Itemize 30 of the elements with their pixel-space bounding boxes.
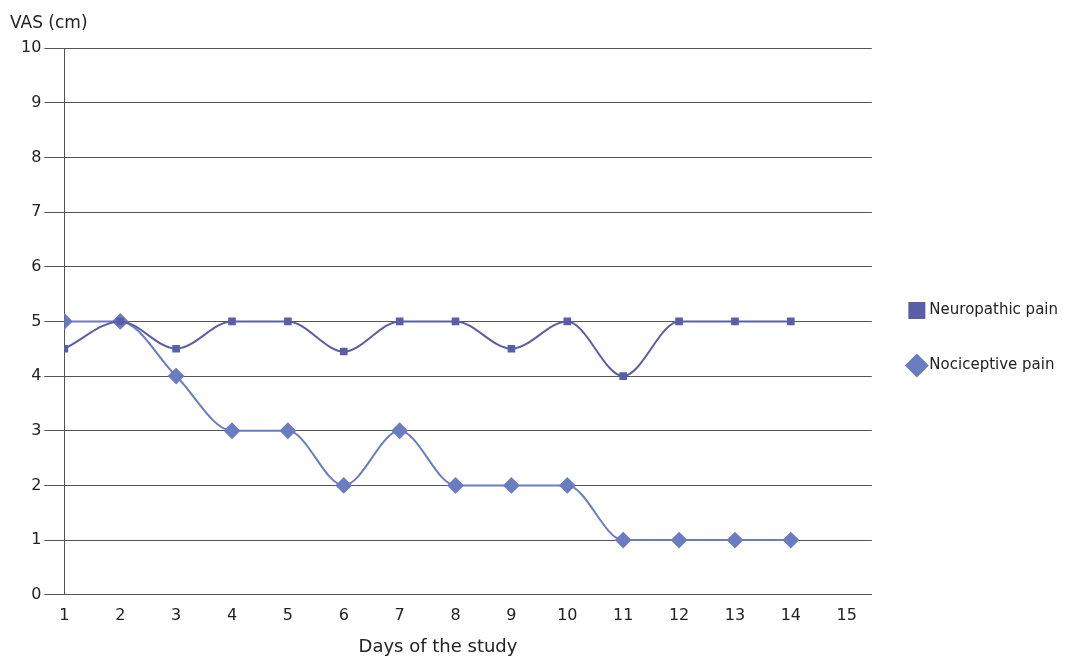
- x-axis-title: Days of the study: [357, 635, 519, 656]
- x-tick-label: 2: [115, 604, 126, 624]
- y-tick-label: 6: [31, 255, 42, 275]
- y-tick-label: 2: [31, 474, 42, 494]
- x-tick-label: 9: [506, 604, 517, 624]
- x-tick-label: 6: [338, 604, 349, 624]
- y-tick-label: 10: [21, 37, 42, 57]
- y-tick-label: 5: [31, 310, 42, 330]
- y-tick-label: 4: [31, 365, 42, 385]
- x-tick-label: 3: [171, 604, 182, 624]
- x-tick-label: 14: [780, 604, 802, 624]
- x-tick-label: 8: [450, 604, 461, 624]
- x-tick-label: 10: [557, 604, 578, 624]
- x-tick-label: 15: [836, 604, 857, 624]
- x-tick-label: 1: [59, 604, 70, 624]
- legend-label: Neuropathic pain: [929, 300, 1059, 319]
- x-tick-label: 12: [668, 604, 690, 624]
- y-tick-label: 3: [31, 419, 42, 439]
- legend-label: Nociceptive pain: [929, 355, 1055, 374]
- x-tick-label: 13: [724, 604, 746, 624]
- x-tick-label: 4: [226, 604, 238, 624]
- y-tick-label: 9: [31, 91, 42, 111]
- y-tick-label: 0: [31, 583, 42, 603]
- y-axis-title: VAS (cm): [10, 12, 88, 32]
- y-tick-label: 7: [31, 201, 42, 221]
- y-tick-label: 1: [31, 529, 42, 549]
- x-tick-label: 7: [394, 604, 405, 624]
- y-tick-label: 8: [31, 146, 42, 166]
- x-tick-label: 11: [613, 604, 634, 624]
- x-tick-label: 5: [282, 604, 293, 624]
